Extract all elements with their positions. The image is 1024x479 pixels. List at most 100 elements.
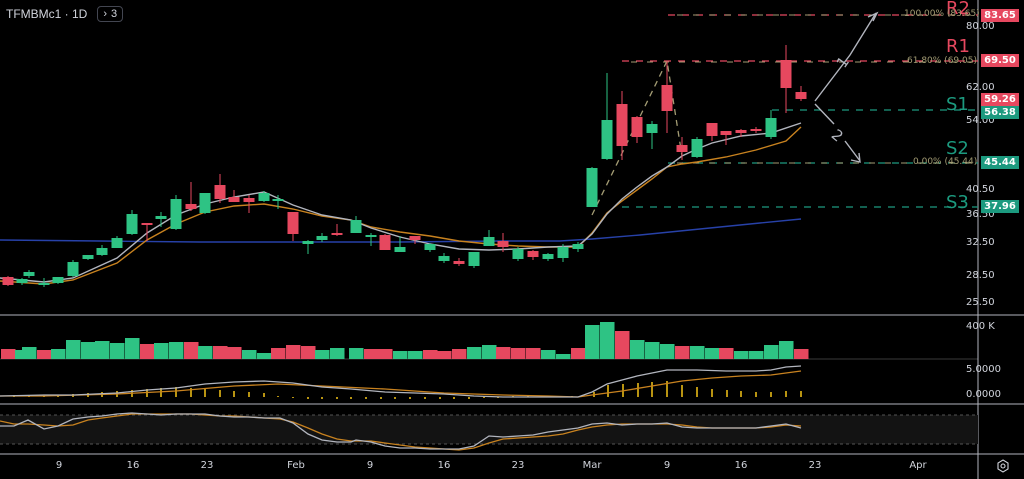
candle-down[interactable]	[287, 212, 299, 234]
candle-down[interactable]	[527, 251, 539, 257]
price-tag: 56.38	[981, 106, 1019, 119]
candle-up[interactable]	[126, 214, 138, 234]
candle-up[interactable]	[512, 249, 524, 259]
candle-down[interactable]	[497, 241, 509, 247]
volume-bar	[408, 351, 423, 359]
candle-up[interactable]	[572, 244, 584, 249]
candle-up[interactable]	[646, 124, 658, 133]
candle-up[interactable]	[96, 248, 108, 255]
chevron-right-icon: ›	[103, 8, 108, 20]
fibonacci-level-label: 61.80% (69.05)	[907, 56, 977, 66]
candle-up[interactable]	[23, 272, 35, 276]
volume-bar	[81, 342, 96, 359]
candle-up[interactable]	[155, 216, 167, 219]
volume-bar	[719, 348, 734, 359]
candle-up[interactable]	[365, 235, 377, 237]
candle-down[interactable]	[141, 223, 153, 225]
candle-up[interactable]	[601, 120, 613, 159]
volume-bar	[51, 349, 66, 359]
volume-bar	[690, 346, 705, 359]
scenario-down-arrow	[844, 140, 861, 162]
volume-bar	[675, 346, 690, 359]
price-axis-tick: 36.50	[966, 209, 995, 220]
candle-down[interactable]	[214, 185, 226, 199]
candle-down[interactable]	[631, 117, 643, 137]
scenario-up-arrow	[814, 12, 877, 102]
candle-down[interactable]	[185, 204, 197, 209]
candle-down[interactable]	[720, 131, 732, 135]
time-axis-tick: 16	[126, 460, 140, 471]
candle-down[interactable]	[780, 60, 792, 88]
time-axis-tick: 23	[808, 460, 822, 471]
volume-bar	[154, 343, 169, 359]
candle-down[interactable]	[453, 261, 465, 264]
volume-bar	[66, 340, 81, 359]
arrowhead-icon	[867, 11, 879, 22]
price-tag: 37.96	[981, 200, 1019, 213]
chart-settings-gear-icon[interactable]	[996, 459, 1010, 473]
candle-up[interactable]	[52, 277, 64, 283]
volume-bar	[315, 350, 330, 359]
candle-up[interactable]	[111, 238, 123, 248]
candle-up[interactable]	[557, 247, 569, 258]
fibonacci-level-label: 0.00% (45.44)	[913, 157, 978, 167]
volume-bar	[286, 345, 301, 359]
candle-down[interactable]	[228, 197, 240, 202]
candle-up[interactable]	[67, 262, 79, 276]
candle-up[interactable]	[483, 237, 495, 246]
time-axis-tick: 23	[200, 460, 214, 471]
time-axis-tick: 16	[437, 460, 451, 471]
candle-up[interactable]	[394, 247, 406, 252]
candle-down[interactable]	[243, 198, 255, 202]
symbol-title: TFMBMc1 · 1D	[6, 7, 88, 21]
price-tag: 69.50	[981, 54, 1019, 67]
candle-down[interactable]	[750, 129, 762, 131]
price-tag: 59.26	[981, 93, 1019, 106]
candle-down[interactable]	[676, 145, 688, 152]
candle-down[interactable]	[616, 104, 628, 146]
candle-up[interactable]	[765, 118, 777, 137]
candle-down[interactable]	[735, 130, 747, 133]
candle-down[interactable]	[331, 233, 343, 235]
candle-up[interactable]	[199, 193, 211, 213]
candle-down[interactable]	[706, 123, 718, 136]
candle-up[interactable]	[438, 256, 450, 261]
candle-up[interactable]	[38, 283, 50, 285]
candle-down[interactable]	[409, 236, 421, 240]
candle-up[interactable]	[302, 241, 314, 244]
time-axis-tick: 9	[663, 460, 671, 471]
candle-up[interactable]	[16, 279, 28, 283]
volume-bar	[330, 348, 345, 359]
volume-bar	[257, 353, 272, 359]
price-axis-tick: 80.00	[966, 21, 995, 32]
candle-up[interactable]	[316, 236, 328, 240]
candle-up[interactable]	[82, 255, 94, 259]
candle-up[interactable]	[691, 139, 703, 157]
volume-bar	[600, 322, 615, 359]
price-tag: 83.65	[981, 9, 1019, 22]
candle-up[interactable]	[542, 254, 554, 259]
volume-bar	[198, 346, 213, 359]
candle-down[interactable]	[661, 85, 673, 111]
candle-up[interactable]	[272, 199, 284, 201]
volume-bar	[556, 354, 571, 359]
candle-up[interactable]	[350, 220, 362, 233]
chart-header: TFMBMc1 · 1D › 3	[6, 6, 124, 22]
candle-up[interactable]	[170, 199, 182, 229]
candle-up[interactable]	[468, 252, 480, 266]
indicators-collapse-button[interactable]: › 3	[97, 6, 124, 22]
candle-down[interactable]	[2, 277, 14, 285]
level-label-s2: S2	[946, 138, 969, 159]
candle-down[interactable]	[795, 92, 807, 99]
volume-bar	[301, 346, 316, 359]
candle-up[interactable]	[424, 244, 436, 250]
fibonacci-level-label: 100.00% (83.65)	[904, 9, 980, 19]
candle-up[interactable]	[586, 168, 598, 207]
volume-bar	[125, 338, 140, 359]
price-axis-tick: 54.00	[966, 115, 995, 126]
candle-up[interactable]	[258, 193, 270, 201]
volume-bar	[571, 348, 586, 359]
volume-bar	[705, 348, 720, 359]
candle-down[interactable]	[379, 235, 391, 250]
